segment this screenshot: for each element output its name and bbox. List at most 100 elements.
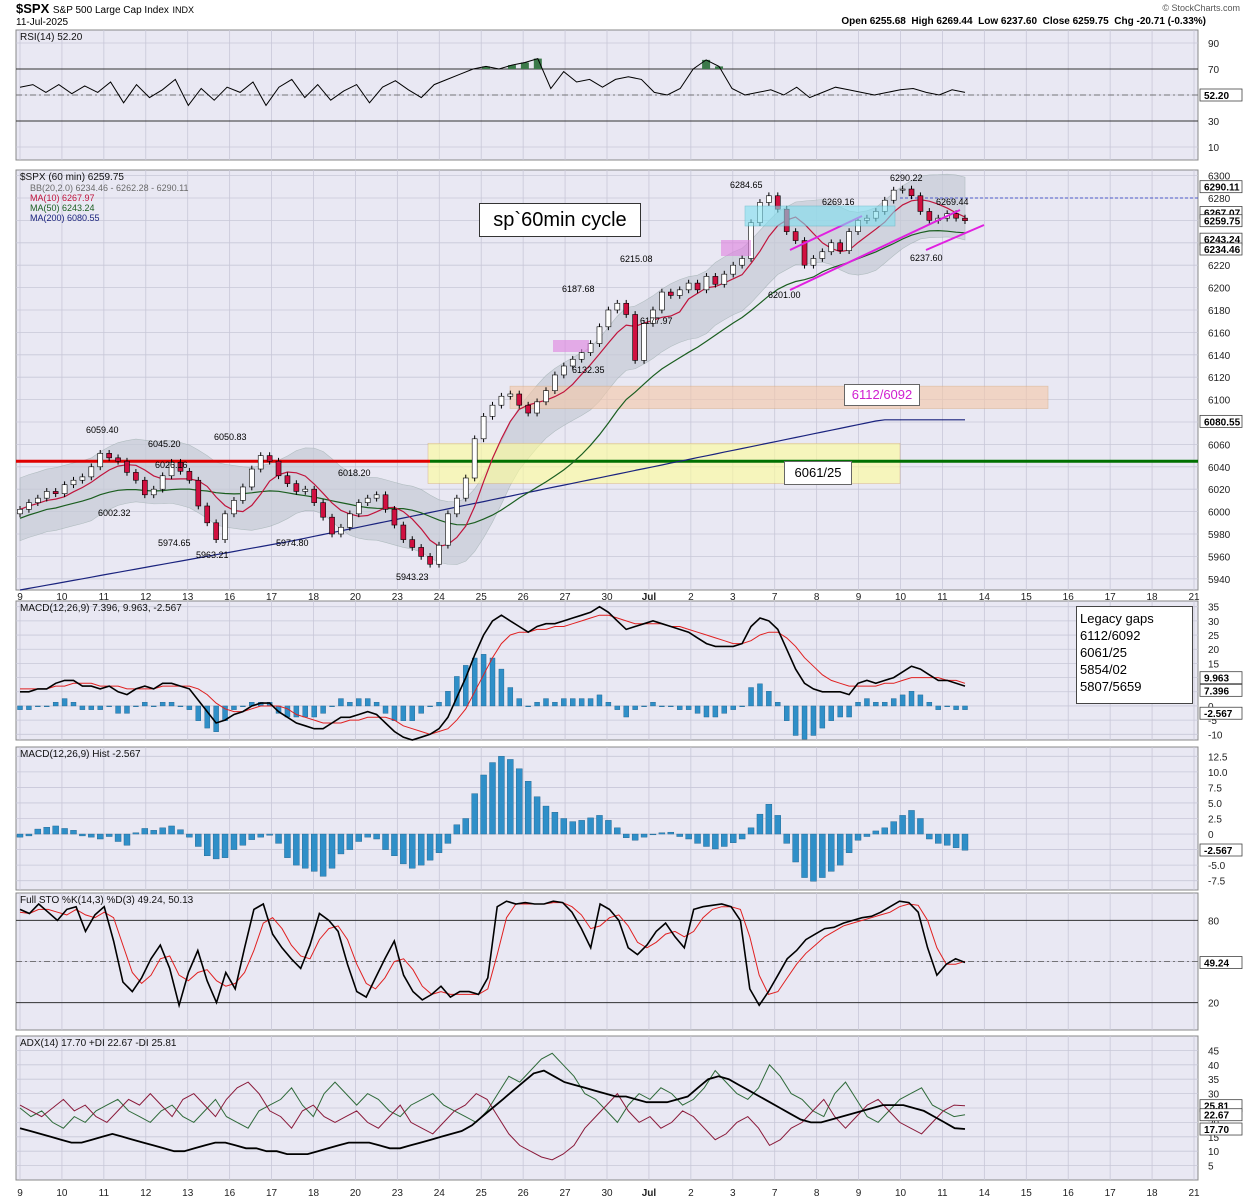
candle-body [17,509,23,515]
candle-body [26,502,32,510]
symbol: $SPX [16,1,50,16]
hist-bar [355,833,362,842]
x-tick-label-bottom: 11 [937,1188,948,1199]
price-annotation: 5974.65 [158,538,191,548]
x-tick-label-bottom: 30 [601,1188,613,1199]
legacy-gaps-box: Legacy gaps 6112/6092 6061/25 5854/02 58… [1076,606,1193,704]
hist-bar [605,820,612,835]
candle-body [133,472,139,481]
rsi-overbought-fill [533,58,542,69]
hist-y-tick: -5.0 [1208,861,1226,872]
x-tick-label: 11 [937,592,948,603]
price-annotation: 6177.97 [640,316,673,326]
adx-tag-bg [1199,1122,1243,1136]
candle-body [168,462,175,477]
macd-hist-bar [561,698,567,707]
macd-hist-bar [471,657,478,707]
hist-bar [97,833,104,840]
candle-body [302,488,309,492]
macd-tag: 9.963 [1204,674,1229,685]
macd-hist-bar [489,657,496,707]
hist-bar [480,774,487,835]
hist-bar [132,832,140,835]
sto-y-tick: 20 [1208,999,1220,1010]
candle-body [801,240,808,266]
x-tick-label: 30 [601,592,613,603]
rsi-y-tick: 30 [1208,117,1220,128]
macd-hist-bar [917,694,924,707]
hist-bar [346,833,354,850]
x-tick-label: 7 [772,592,778,603]
macd-hist-bar [650,702,656,707]
x-tick-label: 9 [17,592,23,603]
price-annotation: 5974.80 [276,538,309,548]
candle-body [320,502,326,518]
x-tick-label: 21 [1188,592,1200,603]
rsi-overbought-fill [715,66,724,69]
macd-hist-bar [810,705,817,736]
candle-body [703,276,710,291]
macd-hist-bar [944,705,950,707]
gap-box-magenta [721,240,751,256]
candle-body [810,258,817,266]
candle-body [150,488,157,496]
x-tick-label: 11 [99,592,110,603]
hist-bar [373,833,380,840]
hist-bar [703,833,710,847]
price-y-tick: 6180 [1208,306,1231,317]
macd-hist-bar [873,702,879,707]
macd-hist-bar [213,705,219,732]
hist-y-tick: 7.5 [1208,783,1222,794]
candle-body [712,276,719,285]
candle-body [596,326,603,344]
rsi-y-tick: 70 [1208,65,1220,76]
hist-bar [141,828,149,835]
macd-hist-bar [97,705,103,710]
macd-hist-bar [828,705,834,721]
hist-bar [114,833,122,842]
macd-y-tick: 20 [1208,645,1220,656]
price-y-tick: 5980 [1208,530,1231,541]
x-tick-label-bottom: 13 [182,1188,194,1199]
symbol-name: S&P 500 Large Cap Index [52,5,169,16]
legacy-gap-item: 6061/25 [1080,645,1127,660]
macd-hist-bar [703,705,710,718]
hist-bar [507,759,514,835]
hist-bar [854,833,862,841]
x-tick-label-bottom: 9 [856,1188,862,1199]
macd-hist-bar [17,705,23,710]
adx-line [19,1069,966,1155]
macd-hist-bar [766,691,772,707]
sto-k-line [19,900,966,1009]
hist-bar [25,833,33,837]
candle-body [97,453,104,468]
legacy-gap-item: 5807/5659 [1080,679,1142,694]
hist-bar [195,833,202,847]
candle-body [177,462,184,472]
macd-hist-bar [899,694,906,707]
candle-body [186,470,193,481]
hist-bar [578,820,585,835]
macd-hist-bar [953,705,959,710]
candle-body [471,438,478,479]
macd-hist-bar [124,705,130,714]
macd-hist-bar [712,705,719,718]
candle-body [338,526,344,535]
macd-hist-bar [935,705,941,710]
hist-bar [61,828,68,835]
hist-bar [917,818,924,835]
macd-hist-bar [338,698,344,707]
adx-y-tick: 45 [1208,1046,1220,1057]
hist-bar [43,827,50,835]
x-tick-label: 14 [979,592,991,603]
hist-bar [551,812,559,835]
candle-body [106,453,112,459]
candle-body [676,289,683,296]
candle-body [311,488,317,503]
hist-bar [239,833,247,846]
macd-hist-bar [320,705,326,714]
hist-bar [159,827,166,835]
candle-body [534,401,540,414]
hist-bar [694,833,701,844]
